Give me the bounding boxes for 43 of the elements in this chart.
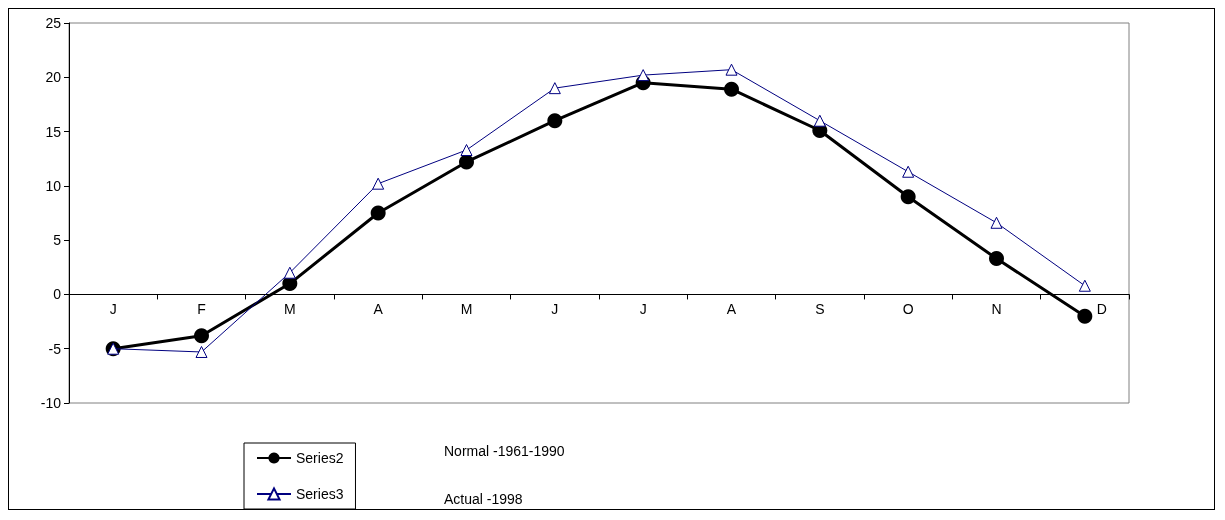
x-tick-label: F <box>197 301 206 318</box>
point <box>459 154 474 170</box>
x-tick-label: N <box>991 301 1002 318</box>
y-tick-label: 0 <box>53 286 62 303</box>
x-tick-label: J <box>109 301 117 318</box>
x-tick-label: A <box>726 301 737 318</box>
y-tick-label: 10 <box>45 177 62 194</box>
text: Normal -1961-1990 <box>444 443 565 459</box>
x-tick-label: J <box>639 301 647 318</box>
x-tick-label: M <box>460 301 473 318</box>
point <box>725 63 738 76</box>
y-tick-label: 25 <box>45 15 62 31</box>
point <box>547 113 563 129</box>
y-tick-label: -10 <box>40 395 62 411</box>
y-tick-label: 15 <box>45 123 62 140</box>
legend-label: Series3 <box>296 486 344 502</box>
x-tick-label: O <box>902 301 914 318</box>
point <box>1077 308 1093 324</box>
point <box>813 114 826 127</box>
x-tick-label: S <box>815 301 825 318</box>
point <box>283 266 296 279</box>
x-tick-label: A <box>373 301 384 318</box>
point <box>902 165 915 178</box>
x-tick-label: D <box>1096 301 1107 318</box>
point <box>460 144 473 157</box>
point <box>370 205 386 221</box>
point <box>724 81 739 97</box>
y-tick-label: -5 <box>48 340 62 357</box>
y-tick-label: 20 <box>45 69 62 86</box>
point <box>194 328 209 344</box>
point <box>372 177 385 190</box>
point <box>1078 279 1091 292</box>
legend-label: Series2 <box>296 450 344 466</box>
point <box>637 69 650 82</box>
point <box>548 82 561 95</box>
point <box>990 216 1003 229</box>
point <box>195 345 208 358</box>
x-tick-label: M <box>284 301 296 318</box>
point <box>900 189 916 205</box>
text: Actual -1998 <box>444 491 523 507</box>
x-tick-label: J <box>551 301 559 318</box>
point <box>989 251 1004 267</box>
y-tick-label: 5 <box>53 232 62 249</box>
